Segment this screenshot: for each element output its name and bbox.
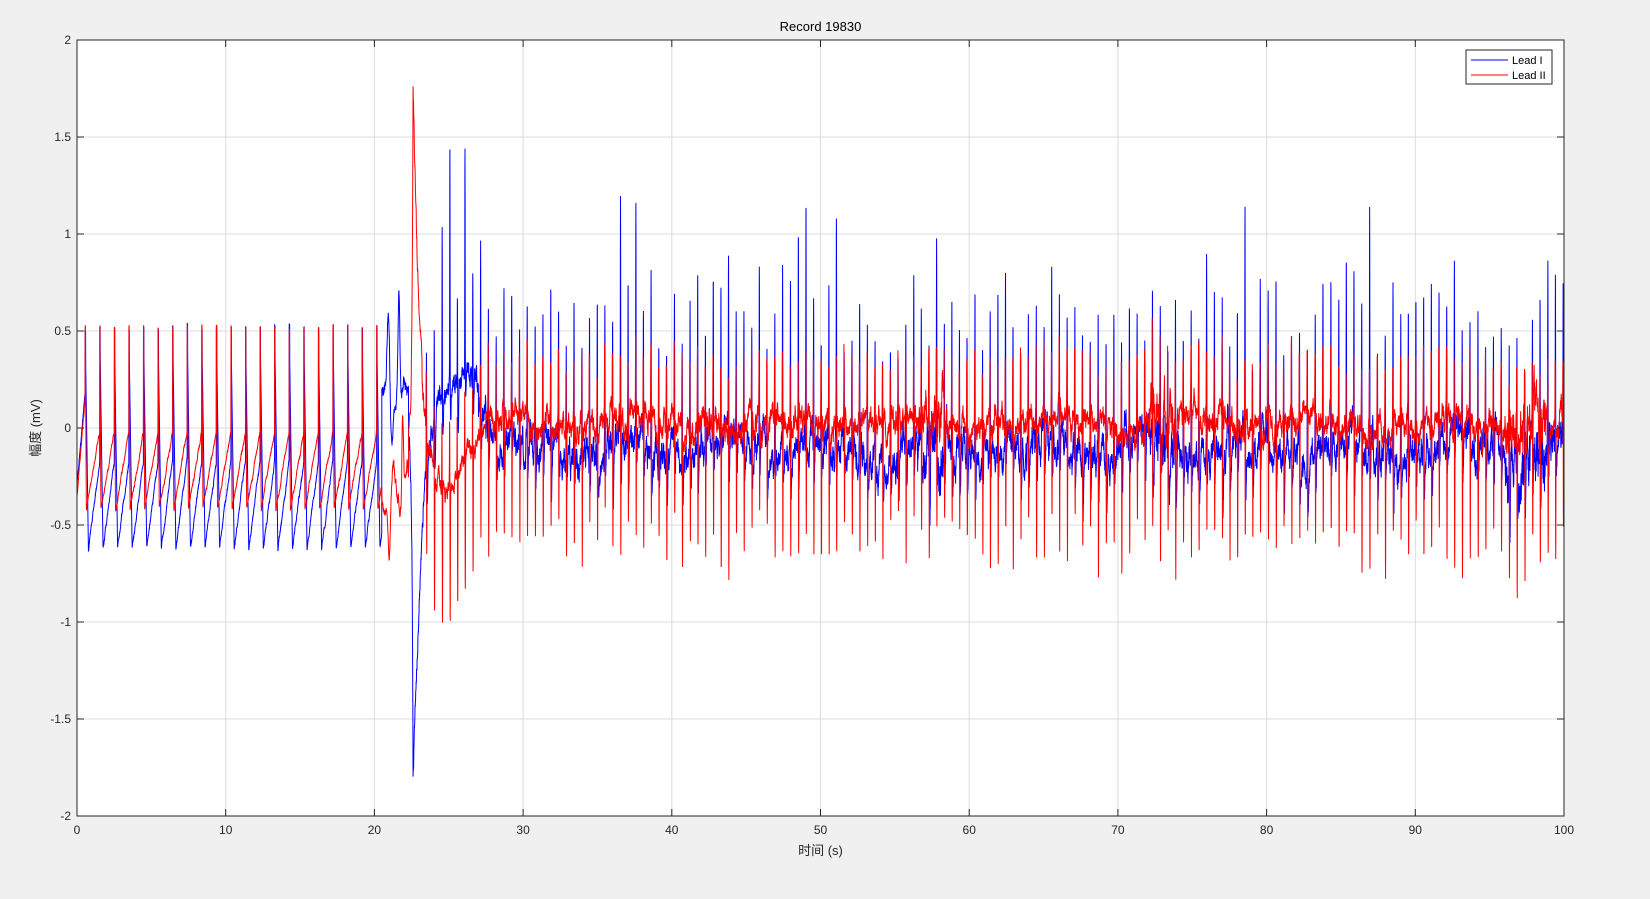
legend-entry-lead-ii: Lead II — [1512, 70, 1546, 82]
x-tick-label: 90 — [1409, 823, 1423, 837]
x-tick-label: 30 — [516, 823, 530, 837]
x-axis-label: 时间 (s) — [798, 843, 843, 858]
x-tick-label: 80 — [1260, 823, 1274, 837]
series-line-lead-ii — [76, 86, 1565, 623]
y-tick-label: -1 — [60, 615, 71, 629]
legend[interactable]: Lead I Lead II — [1465, 49, 1553, 85]
x-tick-label: 100 — [1554, 823, 1574, 837]
y-tick-label: 0.5 — [54, 324, 71, 338]
y-tick-labels: -2 -1.5 -1 -0.5 0 0.5 1 1.5 2 — [50, 33, 71, 823]
x-tick-label: 40 — [665, 823, 679, 837]
y-axis-label: 幅度 (mV) — [28, 399, 43, 457]
x-tick-labels: 0 10 20 30 40 50 60 70 80 90 100 — [74, 823, 1575, 837]
tick-marks — [76, 39, 1565, 817]
x-tick-label: 0 — [74, 823, 81, 837]
x-tick-label: 10 — [219, 823, 233, 837]
x-tick-label: 20 — [368, 823, 382, 837]
y-tick-label: 1 — [64, 227, 71, 241]
y-tick-label: -2 — [60, 809, 71, 823]
legend-box — [1465, 49, 1553, 85]
y-tick-label: 2 — [64, 33, 71, 47]
legend-entry-lead-i: Lead I — [1512, 55, 1543, 67]
y-tick-label: 1.5 — [54, 130, 71, 144]
traces — [76, 86, 1565, 777]
y-tick-label: 0 — [64, 421, 71, 435]
chart-title: Record 19830 — [780, 19, 862, 34]
x-tick-label: 70 — [1111, 823, 1125, 837]
x-tick-label: 50 — [814, 823, 828, 837]
y-tick-label: -0.5 — [50, 518, 71, 532]
x-tick-label: 60 — [963, 823, 977, 837]
y-tick-label: -1.5 — [50, 712, 71, 726]
